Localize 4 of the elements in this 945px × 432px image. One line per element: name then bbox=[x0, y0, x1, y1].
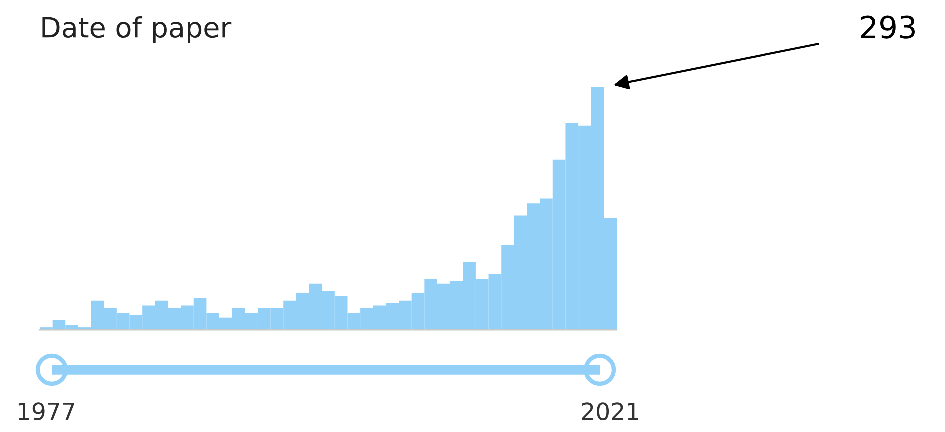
chart-title: Date of paper bbox=[42, 16, 232, 44]
x-tick-label: 2021 bbox=[582, 402, 638, 420]
text: 293 bbox=[861, 16, 916, 39]
x-tick-label: 1977 bbox=[18, 402, 74, 420]
